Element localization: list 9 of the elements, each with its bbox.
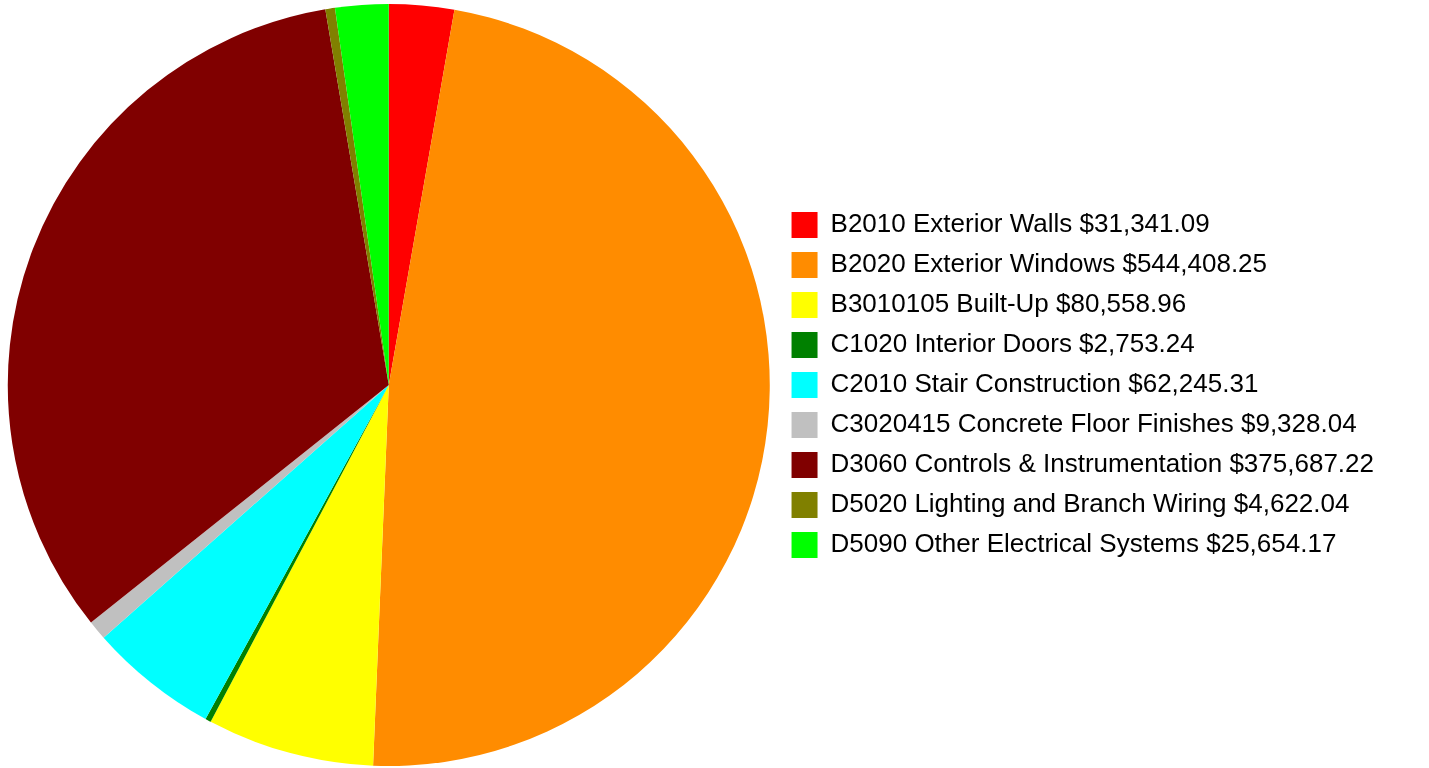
legend-label: B2020 Exterior Windows $544,408.25 — [830, 248, 1268, 279]
legend-label: D5090 Other Electrical Systems $25,654.17 — [830, 528, 1337, 559]
legend-label: C3020415 Concrete Floor Finishes $9,328.04 — [830, 408, 1357, 439]
legend-label: B3010105 Built-Up $80,558.96 — [830, 288, 1187, 319]
legend-label: C2010 Stair Construction $62,245.31 — [830, 368, 1259, 399]
legend-label: D3060 Controls & Instrumentation $375,687.22 — [830, 448, 1375, 479]
legend-label: B2010 Exterior Walls $31,341.09 — [830, 208, 1210, 239]
legend-label: C1020 Interior Doors $2,753.24 — [830, 328, 1195, 359]
legend-label: D5020 Lighting and Branch Wiring $4,622.04 — [830, 488, 1350, 519]
